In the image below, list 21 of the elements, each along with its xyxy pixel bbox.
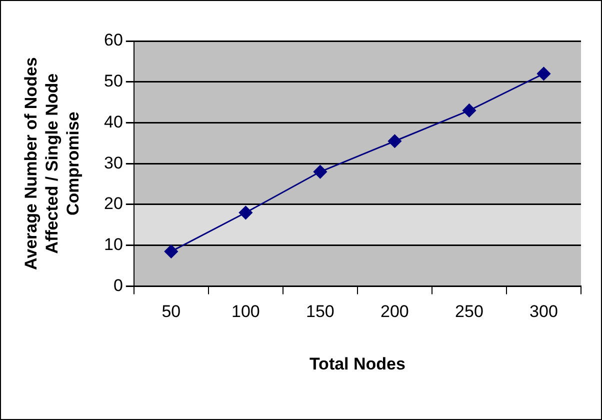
y-tick-label: 20 [104,194,123,214]
y-tick-label: 0 [113,276,123,295]
x-tick-label: 100 [231,302,260,322]
y-tick-label: 50 [104,72,123,91]
point [164,244,178,258]
x-tick-label: 200 [380,302,409,322]
point [238,206,252,220]
x-tick-label: 250 [455,302,484,322]
point [462,104,476,118]
y-tick-label: 10 [104,235,123,254]
point [536,66,550,80]
point [388,134,402,148]
y-axis-title: Average Number of Nodes Affected / Single Node Compromise [22,57,83,270]
point [313,165,327,179]
x-axis-title: Total Nodes [309,354,406,374]
y-tick-label: 60 [104,30,123,50]
y-tick-label: 30 [104,153,123,172]
x-tick-label: 50 [162,302,181,322]
x-tick-label: 150 [306,302,334,322]
y-tick-label: 40 [104,112,123,132]
x-tick-label: 300 [530,302,558,322]
